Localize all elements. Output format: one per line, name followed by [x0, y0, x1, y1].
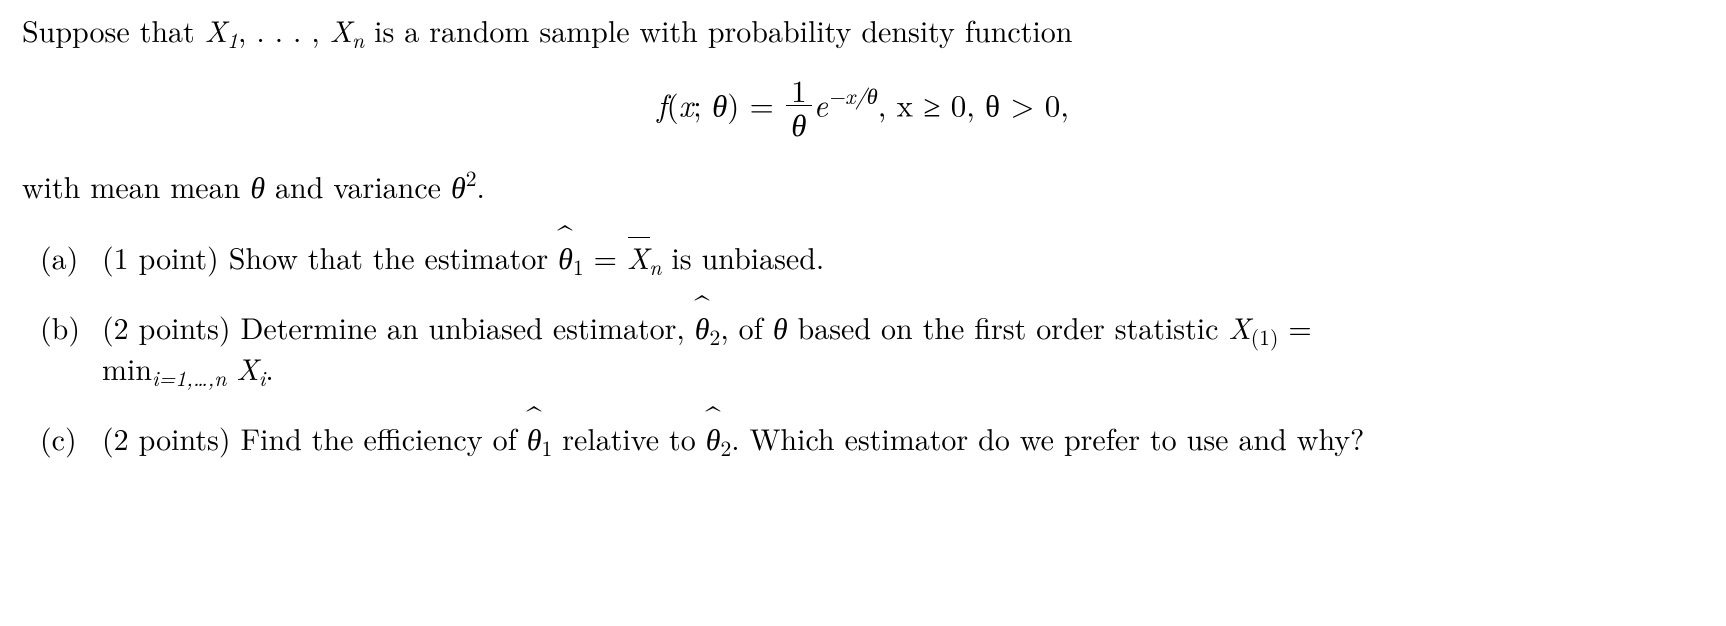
part-c-points: (2 points)	[102, 416, 241, 459]
after-equation-text: with mean mean θ and variance θ2.	[22, 166, 1704, 207]
part-c: (c) (2 points) Find the efficiency of θ1…	[22, 418, 1704, 459]
intro-dots: , . . . ,	[238, 8, 330, 51]
part-a-points: (1 point)	[102, 235, 229, 278]
intro-prefix: Suppose that	[22, 8, 205, 51]
part-c-body: (2 points) Find the efficiency of θ1 rel…	[102, 418, 1704, 459]
part-c-t2: relative to	[552, 416, 705, 459]
x-bar: X	[627, 237, 649, 278]
after-eq-prefix: with mean mean	[22, 164, 250, 207]
theta-hat-1c: θ	[527, 418, 542, 459]
part-b-t1: Determine an unbiased estimator,	[241, 305, 695, 348]
eq-theta: θ	[712, 81, 727, 125]
after-eq-theta2: θ	[451, 164, 466, 207]
after-eq-mid: and variance	[265, 164, 451, 207]
part-b-t2: , of	[720, 305, 773, 348]
part-b: (b) (2 points) Determine an unbiased est…	[22, 307, 1704, 388]
part-b-theta-plain: θ	[773, 305, 788, 348]
part-c-t3: . Which estimator do we prefer to use an…	[731, 416, 1364, 459]
part-b-marker: (b)	[22, 307, 102, 348]
part-b-body: (2 points) Determine an unbiased estimat…	[102, 307, 1704, 388]
theta-hat-2c: θ	[706, 418, 721, 459]
intro-X1: X1	[205, 8, 238, 51]
eq-den: θ	[786, 106, 812, 140]
eq-exponent: −x/θ	[828, 80, 878, 111]
part-c-t1: Find the efficiency of	[241, 416, 527, 459]
theta-hat-2: θ	[695, 307, 710, 348]
part-a-t1: Show that the estimator	[229, 235, 558, 278]
eq-open: (	[667, 81, 679, 125]
parts-list: (a) (1 point) Show that the estimator θ1…	[22, 237, 1704, 459]
after-eq-theta: θ	[250, 164, 265, 207]
part-b-period: .	[265, 346, 273, 389]
part-b-t3: based on the first order statistic	[788, 305, 1229, 348]
theta-hat-1: θ	[558, 237, 573, 278]
part-a: (a) (1 point) Show that the estimator θ1…	[22, 237, 1704, 278]
part-b-min-sub: i=1,…,n	[152, 363, 226, 393]
eq-fraction: 1θ	[786, 73, 812, 141]
part-a-eq: =	[584, 235, 627, 278]
order-stat-X: X	[1228, 305, 1250, 348]
intro-text: Suppose that X1, . . . , Xn is a random …	[22, 10, 1704, 51]
eq-conditions: , x ≥ 0, θ > 0,	[878, 81, 1069, 125]
part-a-body: (1 point) Show that the estimator θ1 = X…	[102, 237, 1704, 278]
part-b-points: (2 points)	[102, 305, 241, 348]
part-b-space	[226, 346, 236, 389]
after-eq-period: .	[477, 164, 485, 207]
part-b-min: min	[102, 346, 152, 389]
intro-Xn: Xn	[330, 8, 364, 51]
eq-x: x	[679, 81, 693, 125]
eq-sep: ;	[693, 81, 712, 125]
part-c-marker: (c)	[22, 418, 102, 459]
eq-f: f	[657, 81, 667, 125]
eq-e: e	[814, 81, 828, 125]
order-stat-sub: (1)	[1251, 322, 1279, 352]
part-a-marker: (a)	[22, 237, 102, 278]
part-b-eq-end: =	[1278, 305, 1311, 348]
after-eq-sq: 2	[466, 163, 477, 193]
eq-close: ) =	[727, 81, 784, 125]
display-equation: f(x; θ) = 1θe−x/θ, x ≥ 0, θ > 0,	[22, 73, 1704, 141]
intro-suffix: is a random sample with probability dens…	[364, 8, 1072, 51]
part-b-Xi: X	[236, 346, 258, 389]
part-a-t2: is unbiased.	[661, 235, 824, 278]
x-bar-sub: n	[649, 252, 661, 282]
